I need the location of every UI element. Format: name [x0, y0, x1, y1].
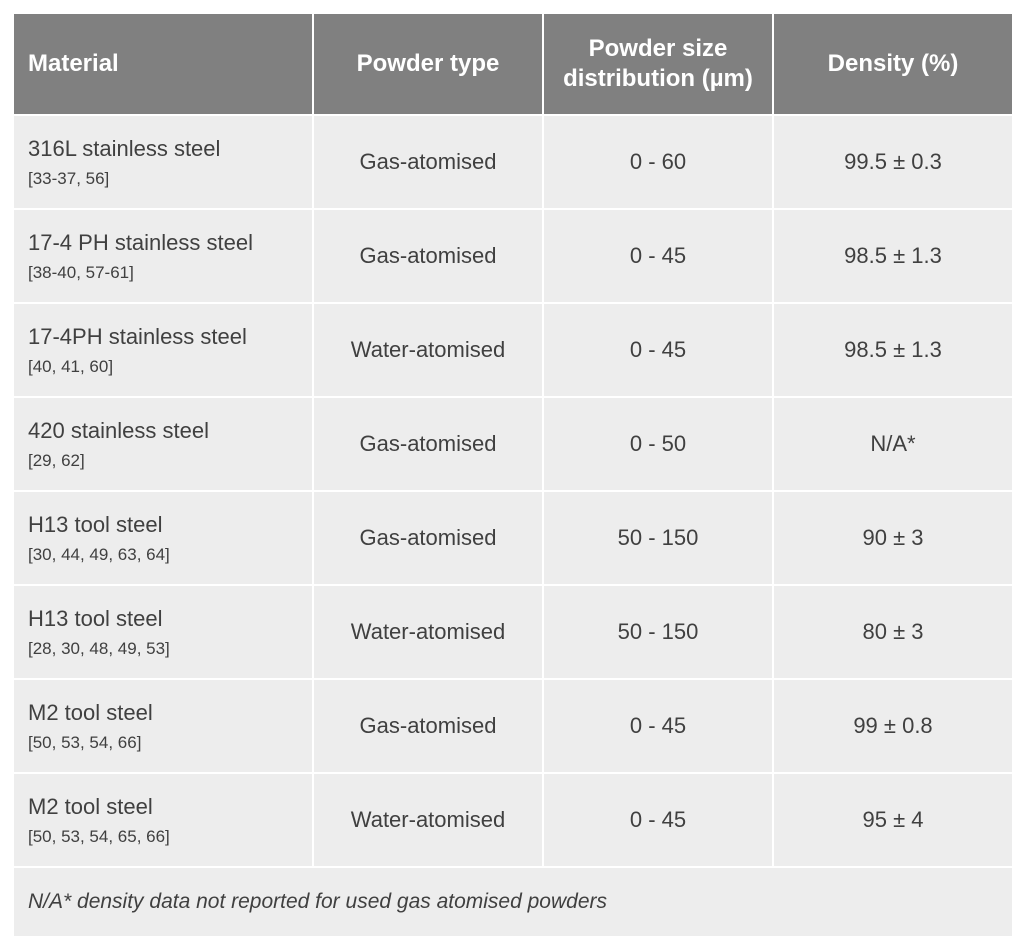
powder-properties-table: Material Powder type Powder size distrib…	[12, 12, 1014, 938]
cell-psd: 50 - 150	[543, 585, 773, 679]
col-header-density: Density (%)	[773, 13, 1013, 115]
cell-material: H13 tool steel[30, 44, 49, 63, 64]	[13, 491, 313, 585]
material-name: 17-4PH stainless steel	[28, 321, 302, 353]
cell-density: 98.5 ± 1.3	[773, 209, 1013, 303]
cell-material: 17-4PH stainless steel[40, 41, 60]	[13, 303, 313, 397]
cell-psd: 0 - 45	[543, 303, 773, 397]
material-refs: [29, 62]	[28, 449, 302, 474]
material-refs: [28, 30, 48, 49, 53]	[28, 637, 302, 662]
cell-density: 99.5 ± 0.3	[773, 115, 1013, 209]
table-row: 17-4 PH stainless steel[38-40, 57-61]Gas…	[13, 209, 1013, 303]
cell-psd: 0 - 60	[543, 115, 773, 209]
material-refs: [50, 53, 54, 65, 66]	[28, 825, 302, 850]
cell-density: 80 ± 3	[773, 585, 1013, 679]
material-name: M2 tool steel	[28, 791, 302, 823]
cell-powder-type: Gas-atomised	[313, 115, 543, 209]
col-header-material: Material	[13, 13, 313, 115]
material-name: H13 tool steel	[28, 509, 302, 541]
cell-density: N/A*	[773, 397, 1013, 491]
cell-psd: 0 - 45	[543, 773, 773, 867]
col-header-powder-type: Powder type	[313, 13, 543, 115]
cell-psd: 50 - 150	[543, 491, 773, 585]
cell-density: 90 ± 3	[773, 491, 1013, 585]
cell-density: 99 ± 0.8	[773, 679, 1013, 773]
material-name: H13 tool steel	[28, 603, 302, 635]
material-name: 420 stainless steel	[28, 415, 302, 447]
cell-material: 316L stainless steel[33-37, 56]	[13, 115, 313, 209]
cell-density: 95 ± 4	[773, 773, 1013, 867]
cell-powder-type: Gas-atomised	[313, 679, 543, 773]
material-refs: [40, 41, 60]	[28, 355, 302, 380]
cell-powder-type: Water-atomised	[313, 585, 543, 679]
cell-powder-type: Gas-atomised	[313, 397, 543, 491]
col-header-psd: Powder size distribution (µm)	[543, 13, 773, 115]
table-row: 17-4PH stainless steel[40, 41, 60]Water-…	[13, 303, 1013, 397]
cell-material: M2 tool steel[50, 53, 54, 66]	[13, 679, 313, 773]
cell-powder-type: Gas-atomised	[313, 209, 543, 303]
cell-psd: 0 - 45	[543, 679, 773, 773]
material-refs: [38-40, 57-61]	[28, 261, 302, 286]
cell-psd: 0 - 45	[543, 209, 773, 303]
cell-powder-type: Water-atomised	[313, 303, 543, 397]
cell-density: 98.5 ± 1.3	[773, 303, 1013, 397]
material-name: 17-4 PH stainless steel	[28, 227, 302, 259]
material-name: 316L stainless steel	[28, 133, 302, 165]
cell-powder-type: Water-atomised	[313, 773, 543, 867]
table-row: M2 tool steel[50, 53, 54, 66]Gas-atomise…	[13, 679, 1013, 773]
cell-powder-type: Gas-atomised	[313, 491, 543, 585]
material-refs: [30, 44, 49, 63, 64]	[28, 543, 302, 568]
cell-material: H13 tool steel[28, 30, 48, 49, 53]	[13, 585, 313, 679]
table-header: Material Powder type Powder size distrib…	[13, 13, 1013, 115]
table-row: H13 tool steel[28, 30, 48, 49, 53]Water-…	[13, 585, 1013, 679]
table-row: M2 tool steel[50, 53, 54, 65, 66]Water-a…	[13, 773, 1013, 867]
table-row: 316L stainless steel[33-37, 56]Gas-atomi…	[13, 115, 1013, 209]
table-row: 420 stainless steel[29, 62]Gas-atomised0…	[13, 397, 1013, 491]
cell-psd: 0 - 50	[543, 397, 773, 491]
material-refs: [50, 53, 54, 66]	[28, 731, 302, 756]
material-name: M2 tool steel	[28, 697, 302, 729]
table-row: H13 tool steel[30, 44, 49, 63, 64]Gas-at…	[13, 491, 1013, 585]
table-body: 316L stainless steel[33-37, 56]Gas-atomi…	[13, 115, 1013, 867]
cell-material: 420 stainless steel[29, 62]	[13, 397, 313, 491]
cell-material: M2 tool steel[50, 53, 54, 65, 66]	[13, 773, 313, 867]
material-refs: [33-37, 56]	[28, 167, 302, 192]
cell-material: 17-4 PH stainless steel[38-40, 57-61]	[13, 209, 313, 303]
